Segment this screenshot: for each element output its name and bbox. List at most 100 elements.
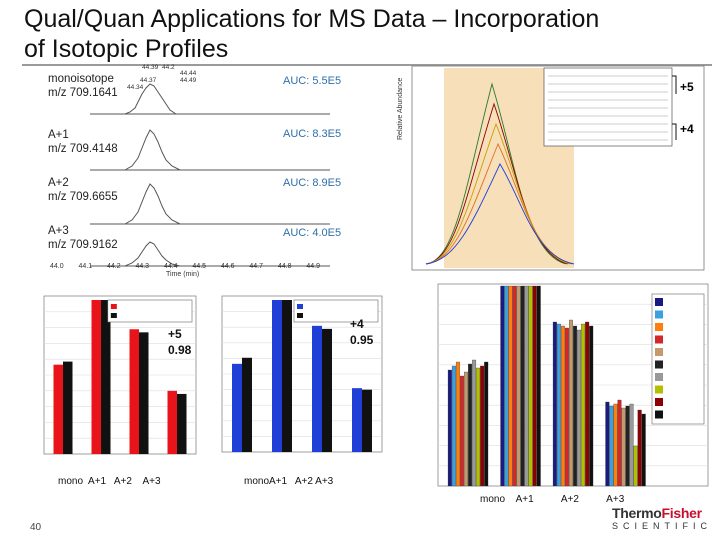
bar xyxy=(581,323,586,487)
legend-swatch xyxy=(655,335,663,344)
bar xyxy=(167,390,177,454)
bar xyxy=(637,409,642,487)
chromatogram-stack xyxy=(90,83,330,267)
x-tick: 44.6 xyxy=(220,263,235,270)
bar xyxy=(560,325,565,487)
legend-swatch xyxy=(110,304,117,309)
overlay-y-label: Relative Abundance xyxy=(397,77,404,140)
legend-swatch xyxy=(110,313,117,318)
overlay-traces xyxy=(425,82,575,265)
bar xyxy=(633,445,638,487)
trace-a2-label: A+2 m/z 709.6655 xyxy=(48,176,118,204)
bar xyxy=(352,388,362,452)
slide-title: Qual/Quan Applications for MS Data – Inc… xyxy=(24,4,714,64)
peak-label-3: 44.37 xyxy=(140,77,157,84)
bar xyxy=(129,329,139,454)
overlay-chromatogram xyxy=(411,65,705,271)
bar-left-ratio-label: +5 xyxy=(168,327,182,341)
legend-swatch xyxy=(655,360,663,369)
peak-label-2: 44.2 xyxy=(162,64,175,71)
x-tick: 44.3 xyxy=(135,263,150,270)
logo-scientific: SCIENTIFIC xyxy=(612,521,713,531)
trace-a1-mz: m/z 709.4148 xyxy=(48,143,118,155)
bar xyxy=(480,365,485,487)
bar xyxy=(63,361,73,454)
bar xyxy=(282,300,292,452)
x-tick: 44.1 xyxy=(78,263,93,270)
bar xyxy=(177,393,187,454)
trace-a1-label: A+1 m/z 709.4148 xyxy=(48,128,118,156)
legend-swatch xyxy=(655,348,663,356)
bar xyxy=(585,321,590,487)
bar xyxy=(455,361,460,487)
bar xyxy=(516,285,521,487)
bar xyxy=(362,389,372,452)
trace-a1-name: A+1 xyxy=(48,129,69,141)
bar-left-annotation: +5 0.98 xyxy=(168,326,191,358)
bar xyxy=(484,361,489,487)
x-tick: 44.5 xyxy=(192,263,207,270)
bar xyxy=(464,371,468,487)
x-tick: 44.4 xyxy=(163,263,178,270)
trace-mono-name: monoisotope xyxy=(48,73,114,85)
peak-label-4: 44.34 xyxy=(127,84,144,91)
bar xyxy=(589,325,594,487)
bar xyxy=(451,365,456,487)
bar xyxy=(322,328,332,452)
bar-left-categories: mono A+1 A+2 A+3 xyxy=(58,476,161,487)
logo-wordmark: ThermoFisher xyxy=(612,505,712,521)
x-tick: 44.2 xyxy=(106,263,121,270)
trace-a3-name: A+3 xyxy=(48,225,69,237)
bar xyxy=(504,285,509,487)
peak-label-1: 44.39 xyxy=(142,64,159,71)
bar-mid-ratio-value: 0.95 xyxy=(350,333,374,347)
page-number: 40 xyxy=(30,522,42,533)
bar xyxy=(609,405,614,487)
peak-label-5: 44.44 xyxy=(180,70,197,77)
x-tick: 44.9 xyxy=(306,263,320,270)
trace-mono-auc: AUC: 5.5E5 xyxy=(283,75,342,87)
legend-swatch xyxy=(655,398,663,406)
bar xyxy=(53,364,63,454)
trace-a1-auc: AUC: 8.3E5 xyxy=(283,128,342,140)
trace-a2-mz: m/z 709.6655 xyxy=(48,191,118,203)
trace-a3-auc: AUC: 4.0E5 xyxy=(283,227,342,239)
logo-thermo: Thermo xyxy=(612,505,662,521)
bar-chart-right xyxy=(437,283,709,487)
bar xyxy=(617,399,622,487)
bar xyxy=(565,327,569,487)
legend-swatch xyxy=(297,313,303,318)
thermofisher-logo: ThermoFisher SCIENTIFIC xyxy=(612,505,712,531)
legend-box xyxy=(293,299,379,323)
trace-a2-name: A+2 xyxy=(48,177,69,189)
legend-swatch xyxy=(655,298,663,306)
trace-a1 xyxy=(90,129,330,171)
overlay-plus4: +4 xyxy=(680,122,694,136)
legend-swatch xyxy=(655,323,663,331)
bar xyxy=(621,407,626,487)
bar xyxy=(629,403,634,487)
trace-mono-mz: m/z 709.1641 xyxy=(48,87,118,99)
bar-mid-annotation: +4 0.95 xyxy=(350,316,373,348)
trace-a3-mz: m/z 709.9162 xyxy=(48,239,118,251)
trace-a3 xyxy=(90,241,330,267)
bar-mid-ratio-label: +4 xyxy=(350,317,364,331)
bar xyxy=(641,413,646,487)
title-line-2: of Isotopic Profiles xyxy=(24,35,229,63)
bar xyxy=(552,321,557,487)
chromatogram-x-label: Time (min) xyxy=(166,271,200,278)
bar xyxy=(447,369,452,487)
x-tick: 44.0 xyxy=(50,263,64,270)
trace-a2 xyxy=(90,183,330,225)
bar xyxy=(536,285,541,487)
bar xyxy=(528,285,533,487)
bar-left-ratio-value: 0.98 xyxy=(168,343,192,357)
bar-chart-middle xyxy=(221,295,383,453)
bar-chart-left xyxy=(43,295,197,455)
chromatogram-x-ticks: 44.0 44.1 44.2 44.3 44.4 44.5 44.6 44.7 … xyxy=(50,263,320,270)
bar xyxy=(573,325,578,487)
bar xyxy=(524,285,529,487)
bar xyxy=(556,323,561,487)
logo-fisher: Fisher xyxy=(661,505,703,521)
bar xyxy=(101,300,111,454)
